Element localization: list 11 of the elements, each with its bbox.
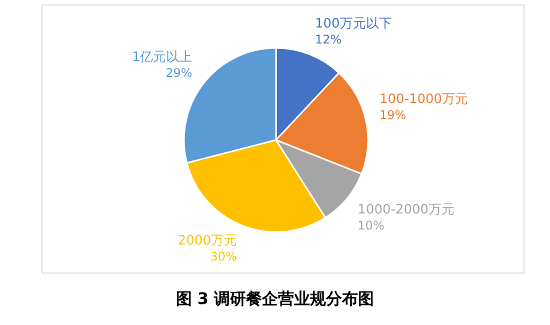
slice-label: 1000-2000万元: [358, 202, 455, 218]
data-label: 12%: [315, 32, 342, 46]
data-label: 30%: [210, 250, 237, 264]
data-label: 29%: [166, 66, 192, 80]
data-label: 19%: [379, 108, 406, 122]
slice-label: 100-1000万元: [379, 92, 468, 107]
text: 图 3 调研餐企营业规分布图: [176, 289, 374, 308]
data-label: 10%: [358, 218, 384, 233]
slice-label: 2000万元: [178, 234, 237, 249]
slice-label: 1亿元以上: [132, 50, 192, 66]
slice-label: 100万元以下: [315, 16, 392, 32]
